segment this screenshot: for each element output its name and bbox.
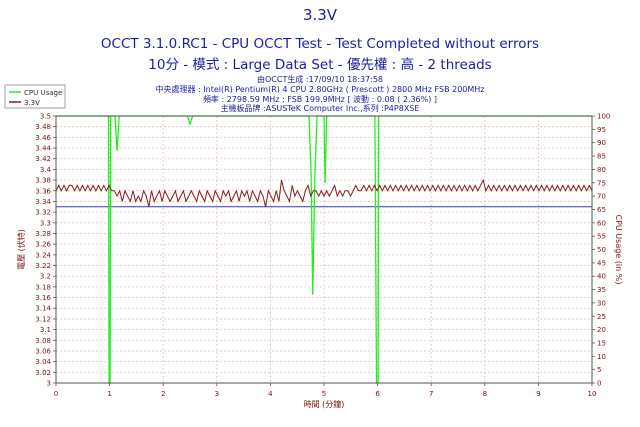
y-left-tick-label: 3.28	[35, 230, 51, 238]
y-left-tick-label: 3.3	[40, 219, 51, 227]
chart-subtitle-mode-info: 10分 - 模式 : Large Data Set - 優先權 : 高 - 2 …	[148, 57, 492, 73]
y-left-tick-label: 3.36	[35, 187, 51, 195]
y-left-tick-label: 3.22	[35, 262, 51, 270]
y-right-tick-label: 65	[597, 206, 606, 214]
y-right-tick-label: 55	[597, 233, 606, 241]
y-right-tick-label: 10	[597, 353, 606, 361]
x-tick-label: 10	[588, 390, 597, 398]
series-line-voltage	[55, 178, 593, 207]
y-axis-right-label: CPU Usage (in %)	[614, 215, 623, 285]
x-tick-label: 5	[322, 390, 326, 398]
x-tick-label: 8	[483, 390, 487, 398]
y-left-tick-label: 3.42	[35, 155, 51, 163]
y-right-tick-label: 45	[597, 259, 606, 267]
legend-label-cpu-usage: CPU Usage	[24, 89, 62, 97]
y-left-tick-label: 3.24	[35, 251, 51, 259]
x-tick-label: 2	[161, 390, 165, 398]
y-right-tick-label: 15	[597, 339, 606, 347]
series-line-cpu-usage	[56, 115, 592, 384]
x-tick-label: 9	[536, 390, 540, 398]
legend-label-voltage: 3.3V	[24, 99, 40, 107]
x-tick-label: 0	[54, 390, 58, 398]
y-left-tick-label: 3.38	[35, 177, 51, 185]
y-left-tick-label: 3.04	[35, 358, 51, 366]
y-left-tick-label: 3.18	[35, 283, 51, 291]
y-right-tick-label: 85	[597, 153, 606, 161]
y-left-tick-label: 3.32	[35, 209, 51, 217]
y-left-tick-label: 3.46	[35, 134, 51, 142]
y-right-tick-label: 5	[597, 366, 601, 374]
y-axis-left-label: 電壓 (伏特)	[16, 229, 26, 270]
info-motherboard: 主機板品牌 :ASUSTeK Computer Inc.,系列 :P4P8XSE	[220, 104, 420, 113]
y-left-tick-label: 3.14	[35, 305, 51, 313]
y-left-tick-label: 3.5	[40, 113, 51, 121]
y-right-tick-label: 30	[597, 299, 606, 307]
y-right-tick-label: 25	[597, 313, 606, 321]
y-left-tick-label: 3.12	[35, 315, 51, 323]
x-axis-label: 時間 (分鐘)	[304, 399, 345, 409]
x-tick-label: 7	[429, 390, 433, 398]
chart-title: 3.3V	[302, 6, 338, 24]
y-left-tick-label: 3.06	[35, 347, 51, 355]
y-left-tick-label: 3.26	[35, 241, 51, 249]
y-left-tick-label: 3.48	[35, 123, 51, 131]
info-frequency: 頻率 : 2798.59 MHz ; FSB 199.9MHz [ 波動 : 0…	[202, 95, 438, 104]
x-tick-label: 6	[375, 390, 380, 398]
y-right-tick-label: 40	[597, 273, 606, 281]
y-left-tick-label: 3.16	[35, 294, 51, 302]
y-right-tick-label: 50	[597, 246, 606, 254]
y-right-tick-label: 95	[597, 126, 606, 134]
info-cpu: 中央處理器 : Intel(R) Pentium(R) 4 CPU 2.80GH…	[155, 85, 485, 94]
y-right-tick-label: 80	[597, 166, 606, 174]
x-tick-label: 3	[215, 390, 219, 398]
y-right-tick-label: 60	[597, 219, 606, 227]
y-right-tick-label: 70	[597, 193, 606, 201]
y-left-tick-label: 3.4	[40, 166, 52, 174]
y-left-tick-label: 3.08	[35, 337, 51, 345]
y-left-tick-label: 3.44	[35, 145, 51, 153]
y-right-tick-label: 35	[597, 286, 606, 294]
y-right-tick-label: 20	[597, 326, 606, 334]
info-generated-time: 由OCCT生成 :17/09/10 18:37:58	[257, 75, 383, 84]
y-right-tick-label: 0	[597, 380, 601, 388]
y-left-tick-label: 3.34	[35, 198, 51, 206]
x-tick-label: 4	[268, 390, 273, 398]
y-left-tick-label: 3.2	[40, 273, 51, 281]
chart-subtitle-test-info: OCCT 3.1.0.RC1 - CPU OCCT Test - Test Co…	[100, 36, 540, 52]
y-left-tick-label: 3.02	[35, 369, 51, 377]
y-left-tick-label: 3	[47, 380, 51, 388]
y-right-tick-label: 100	[597, 113, 610, 121]
x-tick-label: 1	[107, 390, 111, 398]
y-left-tick-label: 3.1	[40, 326, 51, 334]
y-right-tick-label: 90	[597, 139, 606, 147]
y-right-tick-label: 75	[597, 179, 606, 187]
